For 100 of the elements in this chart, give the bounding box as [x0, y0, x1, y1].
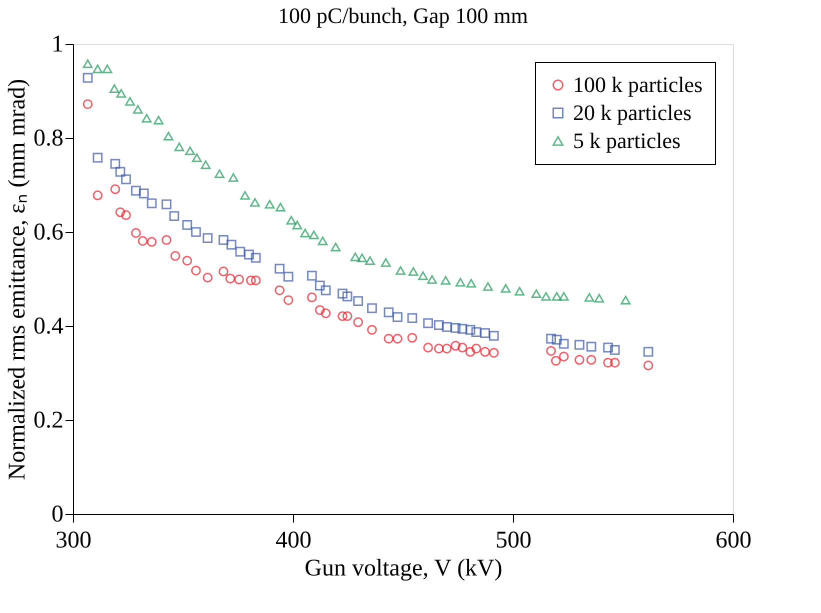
- point: [138, 236, 148, 246]
- point: [392, 312, 402, 322]
- point: [202, 272, 213, 283]
- point: [115, 166, 126, 177]
- point: [541, 292, 551, 301]
- point: [552, 292, 562, 301]
- point: [306, 270, 317, 281]
- point: [442, 344, 452, 354]
- point: [218, 266, 228, 276]
- point: [450, 340, 461, 351]
- point: [558, 292, 569, 301]
- x-tick-label: 500: [496, 528, 532, 554]
- point: [274, 264, 285, 274]
- point: [130, 186, 141, 196]
- point: [110, 158, 120, 169]
- point: [246, 275, 256, 286]
- point: [574, 354, 584, 365]
- y-tick-label: 0.2: [34, 408, 64, 434]
- point: [455, 278, 466, 287]
- point: [380, 258, 391, 267]
- point: [552, 334, 562, 345]
- point: [465, 346, 476, 357]
- x-tick-label: 400: [276, 528, 312, 554]
- point: [466, 278, 476, 288]
- point: [191, 227, 201, 237]
- point: [408, 267, 418, 276]
- point: [306, 292, 317, 302]
- point: [228, 173, 238, 182]
- point: [442, 322, 452, 332]
- point: [92, 152, 103, 163]
- chart-title: 100 pC/bunch, Gap 100 mm: [278, 3, 528, 28]
- point: [367, 324, 377, 335]
- point: [218, 235, 228, 245]
- x-tick-label: 600: [716, 528, 752, 554]
- point: [202, 233, 213, 244]
- y-tick-label: 0: [52, 502, 64, 528]
- point: [264, 200, 275, 209]
- point: [330, 242, 341, 252]
- point: [250, 252, 261, 263]
- point: [308, 230, 319, 240]
- point: [643, 360, 654, 370]
- point: [514, 286, 525, 296]
- y-tick-label: 0.4: [34, 314, 64, 340]
- y-tick-label: 0.6: [34, 220, 64, 246]
- point: [182, 256, 192, 266]
- point: [357, 253, 368, 262]
- point: [109, 84, 120, 94]
- point: [367, 303, 377, 314]
- point: [250, 275, 261, 286]
- point: [558, 352, 569, 362]
- point: [471, 327, 482, 338]
- point: [320, 308, 331, 318]
- y-tick-label: 1: [52, 32, 64, 58]
- point: [384, 334, 394, 344]
- point: [164, 132, 174, 140]
- point: [457, 342, 468, 353]
- point: [226, 240, 236, 250]
- point: [531, 289, 542, 298]
- point: [610, 345, 620, 355]
- point: [423, 342, 434, 353]
- point: [342, 311, 352, 322]
- point: [292, 220, 302, 230]
- point: [546, 346, 556, 356]
- point: [620, 296, 631, 305]
- point: [162, 199, 172, 210]
- point: [225, 274, 236, 284]
- y-tick-label: 0.8: [34, 126, 64, 152]
- point: [471, 344, 482, 354]
- point: [434, 320, 444, 330]
- point: [110, 184, 120, 194]
- point: [427, 275, 437, 284]
- point: [594, 294, 604, 303]
- point: [121, 210, 131, 220]
- point: [574, 340, 584, 350]
- point: [586, 342, 596, 352]
- point: [320, 285, 331, 296]
- legend-label: 20 k particles: [573, 100, 692, 125]
- point: [314, 280, 325, 291]
- point: [283, 272, 294, 282]
- point: [407, 313, 418, 323]
- point: [586, 354, 596, 365]
- point: [318, 236, 328, 246]
- point: [392, 334, 402, 344]
- point: [286, 216, 296, 225]
- point: [338, 288, 348, 299]
- point: [115, 207, 126, 218]
- point: [235, 246, 246, 257]
- point: [130, 228, 141, 238]
- point: [342, 291, 352, 302]
- point: [191, 266, 201, 276]
- point: [350, 252, 360, 262]
- point: [185, 146, 195, 156]
- point: [200, 160, 211, 170]
- point: [142, 114, 152, 123]
- point: [276, 202, 286, 212]
- point: [480, 328, 490, 338]
- point: [102, 64, 112, 74]
- point: [314, 305, 325, 315]
- point: [125, 96, 135, 106]
- point: [82, 72, 93, 83]
